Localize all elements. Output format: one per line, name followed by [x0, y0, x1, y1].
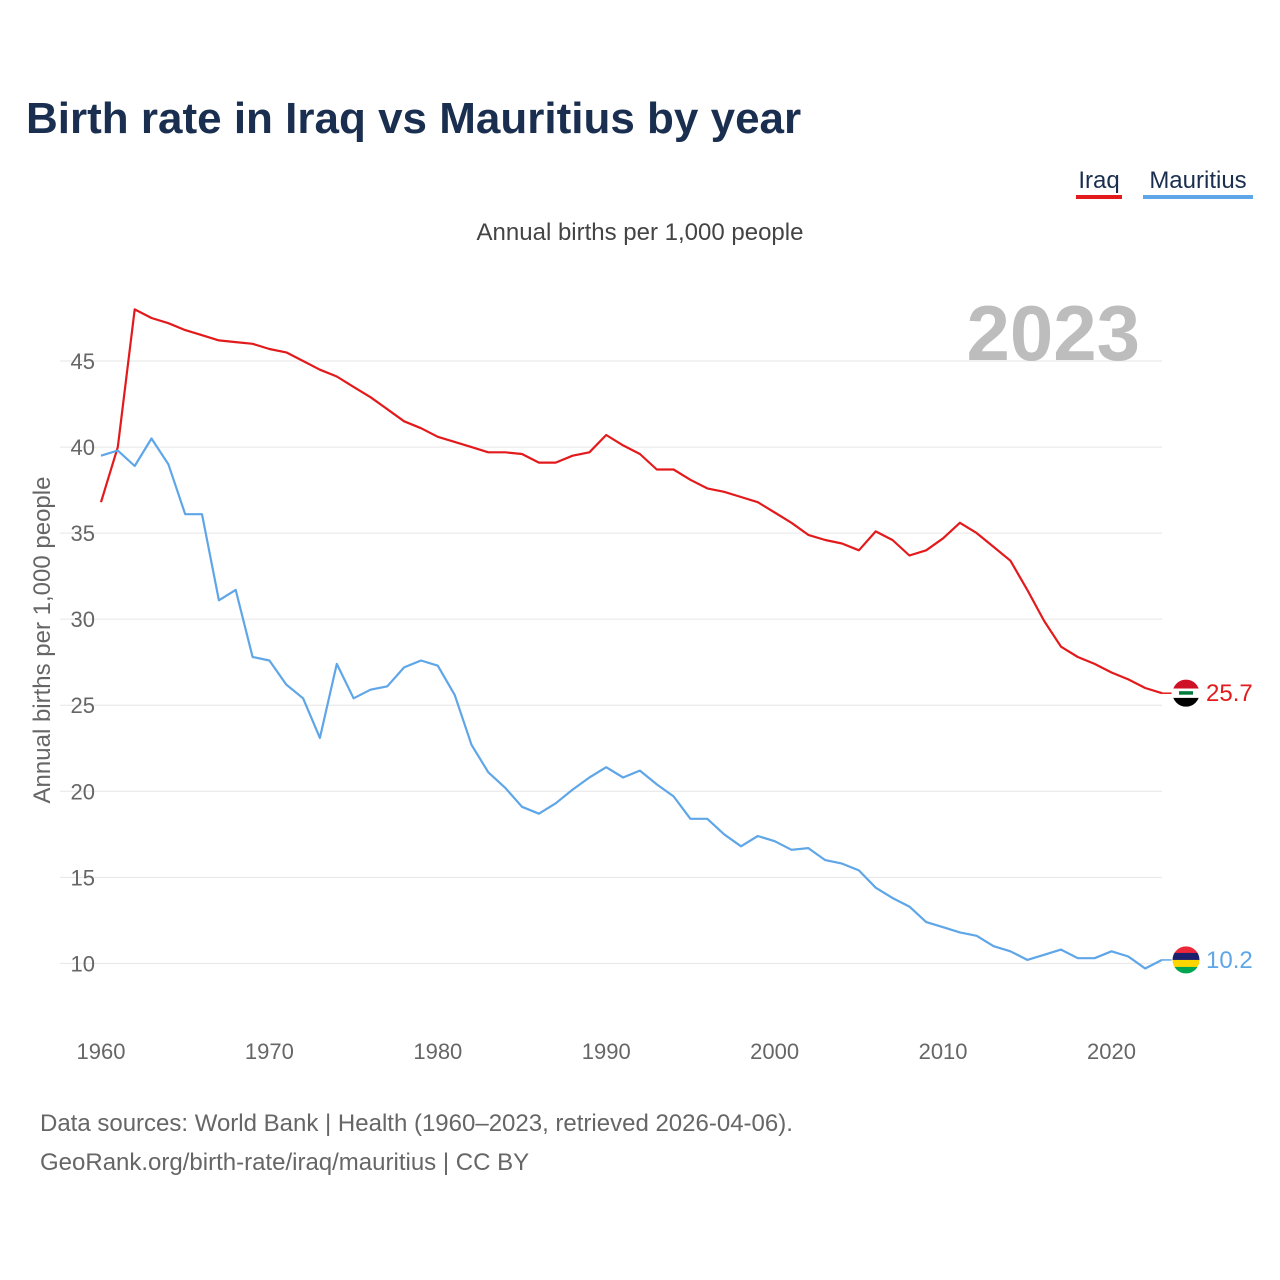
- year-label: 2023: [966, 289, 1140, 377]
- legend-label-iraq: Iraq: [1078, 167, 1119, 194]
- series-line-mauritius[interactable]: [100, 437, 1163, 970]
- y-tick-label: 15: [71, 865, 95, 890]
- end-markers: 25.7 10.2: [1162, 678, 1253, 975]
- y-tick-label: 10: [71, 951, 95, 976]
- y-tick-label: 30: [71, 607, 95, 632]
- chart-title: Birth rate in Iraq vs Mauritius by year: [26, 94, 801, 143]
- x-tick-label: 1990: [582, 1039, 631, 1064]
- legend-label-mauritius: Mauritius: [1149, 167, 1246, 194]
- legend-item-iraq[interactable]: Iraq: [1076, 167, 1122, 199]
- y-tick-label: 20: [71, 779, 95, 804]
- y-tick-label: 40: [71, 435, 95, 460]
- end-value-iraq: 25.7: [1206, 680, 1253, 707]
- legend-swatch-mauritius: [1143, 195, 1253, 199]
- y-tick-label: 25: [71, 693, 95, 718]
- mauritius-flag-icon: [1172, 945, 1200, 974]
- x-tick-label: 2000: [750, 1039, 799, 1064]
- legend-item-mauritius[interactable]: Mauritius: [1143, 167, 1253, 199]
- x-tick-label: 2010: [919, 1039, 968, 1064]
- x-ticks: 1960 1970 1980 1990 2000 2010 2020: [77, 1039, 1136, 1064]
- end-value-mauritius: 10.2: [1206, 947, 1253, 974]
- chart-subtitle: Annual births per 1,000 people: [477, 219, 804, 246]
- grid: [60, 360, 1162, 964]
- y-tick-label: 35: [71, 521, 95, 546]
- series-line-iraq[interactable]: [99, 308, 1163, 695]
- footer-credit: GeoRank.org/birth-rate/iraq/mauritius | …: [40, 1149, 529, 1176]
- x-tick-label: 2020: [1087, 1039, 1136, 1064]
- legend: Iraq Mauritius: [1076, 167, 1253, 199]
- iraq-flag-icon: [1172, 679, 1200, 708]
- flag-ring: [1171, 678, 1201, 708]
- footer-sources: Data sources: World Bank | Health (1960–…: [40, 1110, 793, 1137]
- y-axis-label: Annual births per 1,000 people: [29, 477, 56, 804]
- series-lines: [99, 308, 1163, 970]
- x-tick-label: 1960: [77, 1039, 126, 1064]
- legend-swatch-iraq: [1076, 195, 1122, 199]
- x-tick-label: 1980: [413, 1039, 462, 1064]
- flag-ring: [1171, 945, 1201, 975]
- y-ticks: 10 15 20 25 30 35 40 45: [71, 349, 95, 976]
- y-tick-label: 45: [71, 349, 95, 374]
- x-tick-label: 1970: [245, 1039, 294, 1064]
